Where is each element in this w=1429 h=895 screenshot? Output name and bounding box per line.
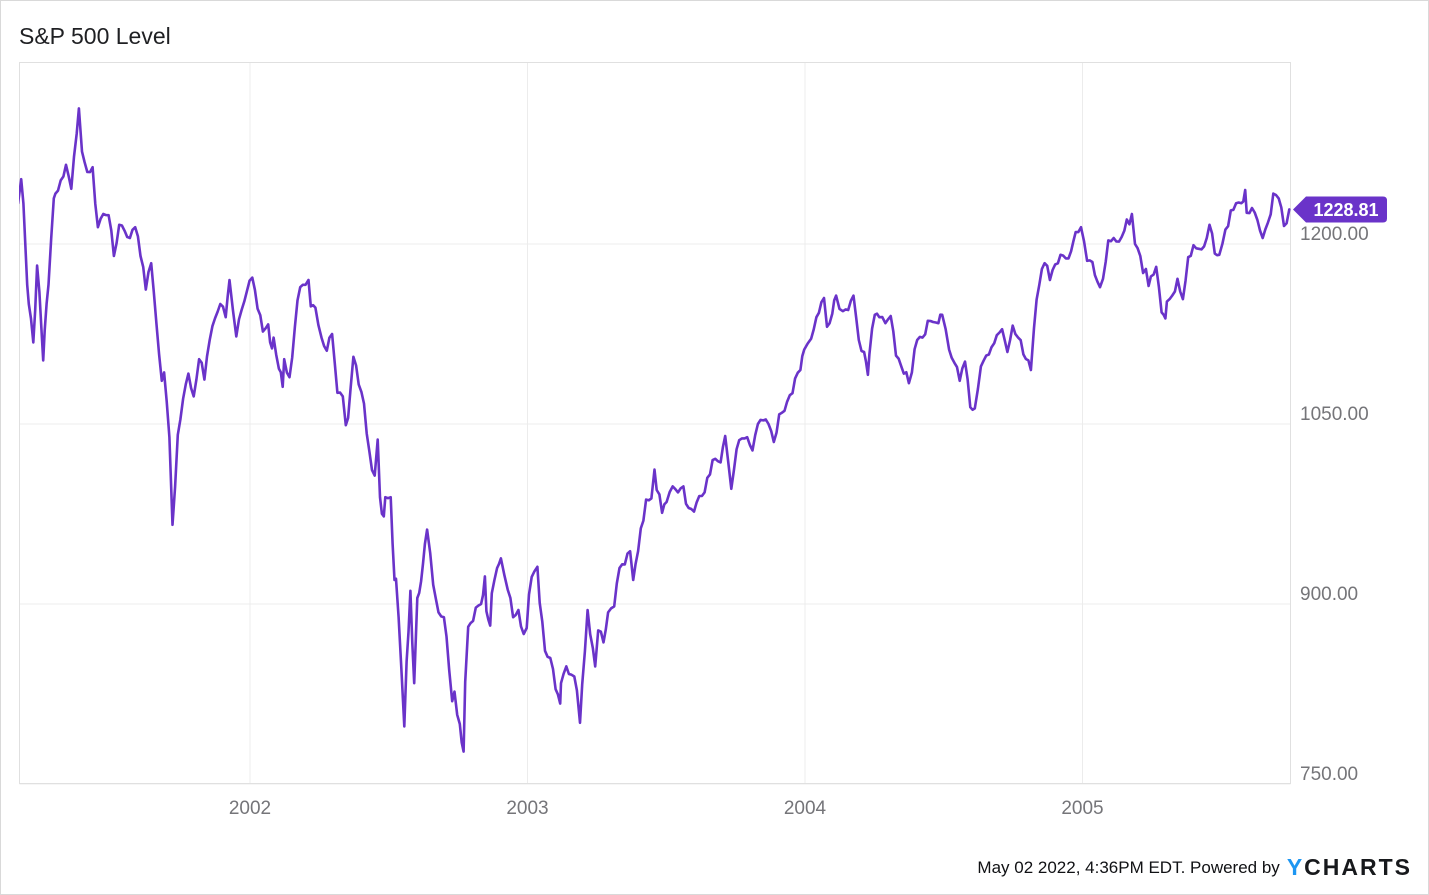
badge-pointer-shape <box>1293 196 1387 223</box>
ycharts-logo-charts: CHARTS <box>1304 854 1412 880</box>
x-axis-label-2005: 2005 <box>1061 798 1103 819</box>
series-line-layer <box>18 107 1291 753</box>
ycharts-logo[interactable]: Y CHARTS <box>1287 856 1412 879</box>
last-value-text: 1228.81 <box>1313 200 1378 220</box>
x-axis-label-2002: 2002 <box>229 798 271 819</box>
y-axis-label-900.00: 900.00 <box>1300 584 1358 605</box>
x-axis-label-2003: 2003 <box>506 798 548 819</box>
x-axis-label-2004: 2004 <box>784 798 827 819</box>
chart-footer: May 02 2022, 4:36PM EDT. Powered by Y CHA… <box>977 856 1412 879</box>
y-axis-label-1050.00: 1050.00 <box>1300 404 1369 425</box>
footer-timestamp: May 02 2022, 4:36PM EDT. Powered by <box>977 857 1280 877</box>
sp500-series-line[interactable] <box>18 107 1291 753</box>
chart-title: S&P 500 Level <box>19 23 171 49</box>
last-value-badge: 1228.81 <box>1293 196 1387 223</box>
axis-labels: 2002 2003 2004 2005 1200.00 1050.00 900.00 750.… <box>229 224 1369 819</box>
plot-border <box>19 62 1291 784</box>
y-axis-label-1200.00: 1200.00 <box>1300 224 1369 245</box>
gridlines <box>19 62 1291 785</box>
y-axis-label-750.00: 750.00 <box>1300 764 1358 785</box>
ycharts-logo-y: Y <box>1286 854 1305 880</box>
